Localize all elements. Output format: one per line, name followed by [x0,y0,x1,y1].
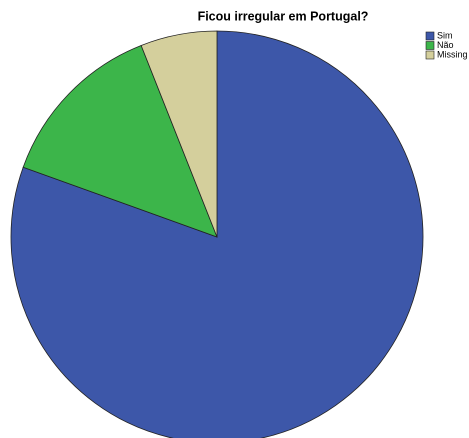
pie-slice [140,30,218,238]
legend-label: Missing [437,49,468,59]
pie-slice [22,44,218,238]
legend-swatch [425,41,435,50]
legend-swatch [425,31,435,41]
legend-label: Não [437,40,454,50]
legend-label: Sim [437,30,453,40]
chart-title: Ficou irregular em Portugal? [198,9,369,23]
legend-swatch [425,50,435,60]
pie-slice [10,30,424,438]
